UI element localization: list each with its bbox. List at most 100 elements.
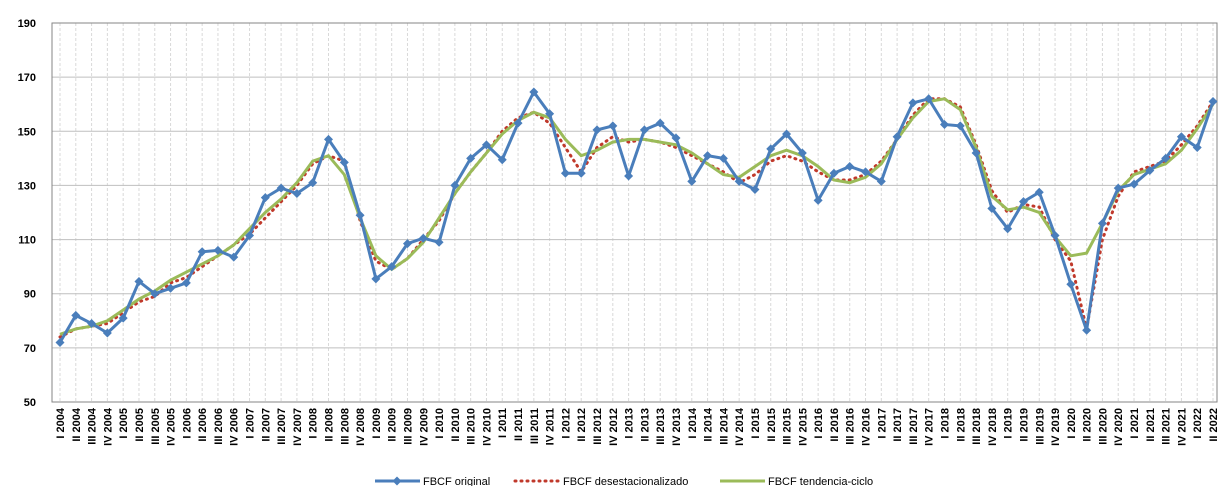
- data-point: [1066, 279, 1076, 289]
- x-tick-label: I 2006: [181, 408, 193, 439]
- data-point: [908, 98, 918, 108]
- data-point: [734, 176, 744, 186]
- x-tick-label: III 2020: [1097, 408, 1109, 445]
- x-tick-label: II 2007: [260, 408, 272, 442]
- x-tick-label: I 2014: [687, 407, 699, 438]
- data-point: [481, 140, 491, 150]
- data-point: [639, 125, 649, 135]
- y-tick-label: 190: [18, 18, 36, 30]
- data-point: [529, 87, 539, 97]
- data-point: [497, 155, 507, 165]
- x-tick-label: III 2017: [908, 408, 920, 445]
- data-point: [355, 210, 365, 220]
- x-tick-label: II 2019: [1018, 408, 1030, 442]
- data-point: [1161, 153, 1171, 163]
- x-tick-label: IV 2018: [987, 408, 999, 446]
- data-point: [971, 148, 981, 158]
- x-tick-label: II 2010: [450, 408, 462, 442]
- x-tick-label: IV 2007: [292, 408, 304, 446]
- x-tick-label: II 2017: [892, 408, 904, 442]
- plot-frame: [51, 22, 1218, 403]
- data-point: [324, 134, 334, 144]
- x-tick-label: IV 2020: [1113, 408, 1125, 446]
- data-point: [229, 252, 239, 262]
- x-tick-label: I 2015: [750, 408, 762, 439]
- data-point: [260, 193, 270, 203]
- data-point: [434, 237, 444, 247]
- data-point: [813, 195, 823, 205]
- data-point: [545, 109, 555, 119]
- x-tick-label: I 2019: [1003, 408, 1015, 439]
- data-point: [939, 120, 949, 130]
- x-tick-label: III 2014: [718, 407, 730, 445]
- data-point: [655, 118, 665, 128]
- data-point: [924, 94, 934, 104]
- x-tick-label: I 2022: [1192, 408, 1204, 439]
- x-tick-label: III 2013: [655, 408, 667, 445]
- data-point: [892, 132, 902, 142]
- data-point: [829, 168, 839, 178]
- x-tick-label: I 2009: [371, 408, 383, 439]
- x-tick-label: I 2010: [434, 408, 446, 439]
- x-tick-label: II 2014: [703, 407, 715, 442]
- x-tick-label: II 2011: [513, 408, 525, 441]
- x-tick-label: III 2015: [782, 408, 794, 445]
- legend-label: FBCF original: [423, 476, 490, 486]
- x-tick-label: III 2012: [592, 408, 604, 445]
- data-point: [592, 125, 602, 135]
- x-tick-label: III 2018: [971, 408, 983, 445]
- x-tick-label: II 2013: [639, 408, 651, 442]
- x-tick-label: IV 2014: [734, 407, 746, 446]
- data-point: [466, 153, 476, 163]
- data-point: [213, 245, 223, 255]
- data-point: [387, 262, 397, 272]
- data-point: [560, 168, 570, 178]
- data-point: [845, 161, 855, 171]
- data-point: [671, 133, 681, 143]
- data-point: [955, 121, 965, 131]
- data-point: [71, 310, 81, 320]
- data-point: [102, 328, 112, 338]
- x-tick-label: III 2010: [466, 408, 478, 445]
- data-point: [608, 121, 618, 131]
- data-point: [450, 180, 460, 190]
- data-point: [987, 203, 997, 213]
- x-tick-label: IV 2015: [797, 408, 809, 446]
- x-tick-label: II 2006: [197, 408, 209, 442]
- x-tick-label: II 2009: [387, 408, 399, 442]
- x-tick-label: I 2011: [497, 408, 509, 438]
- x-tick-label: IV 2005: [166, 408, 178, 446]
- x-tick-label: I 2008: [308, 408, 320, 439]
- data-point: [308, 178, 318, 188]
- x-tick-label: III 2007: [276, 408, 288, 445]
- x-tick-label: III 2005: [150, 408, 162, 445]
- y-tick-label: 110: [18, 235, 36, 247]
- data-point: [292, 189, 302, 199]
- data-point: [197, 247, 207, 257]
- x-tick-label: III 2009: [402, 408, 414, 445]
- x-tick-label: I 2005: [118, 408, 130, 439]
- data-point: [339, 157, 349, 167]
- y-tick-label: 70: [24, 343, 36, 355]
- data-point: [797, 148, 807, 158]
- x-tick-label: III 2004: [87, 407, 99, 445]
- y-tick-label: 130: [18, 180, 36, 192]
- data-point: [1176, 132, 1186, 142]
- data-point: [876, 176, 886, 186]
- y-tick-label: 50: [24, 397, 36, 409]
- data-point: [718, 153, 728, 163]
- data-point: [118, 313, 128, 323]
- x-tick-label: I 2004: [55, 407, 67, 438]
- data-point: [134, 277, 144, 287]
- x-tick-label: II 2008: [324, 408, 336, 442]
- data-point: [418, 233, 428, 243]
- x-tick-label: II 2004: [71, 407, 83, 442]
- data-point: [513, 118, 523, 128]
- data-point: [402, 239, 412, 249]
- data-point: [1034, 187, 1044, 197]
- x-tick-label: III 2016: [845, 408, 857, 445]
- x-tick-label: III 2006: [213, 408, 225, 445]
- data-point: [1145, 166, 1155, 176]
- x-tick-label: I 2018: [939, 408, 951, 439]
